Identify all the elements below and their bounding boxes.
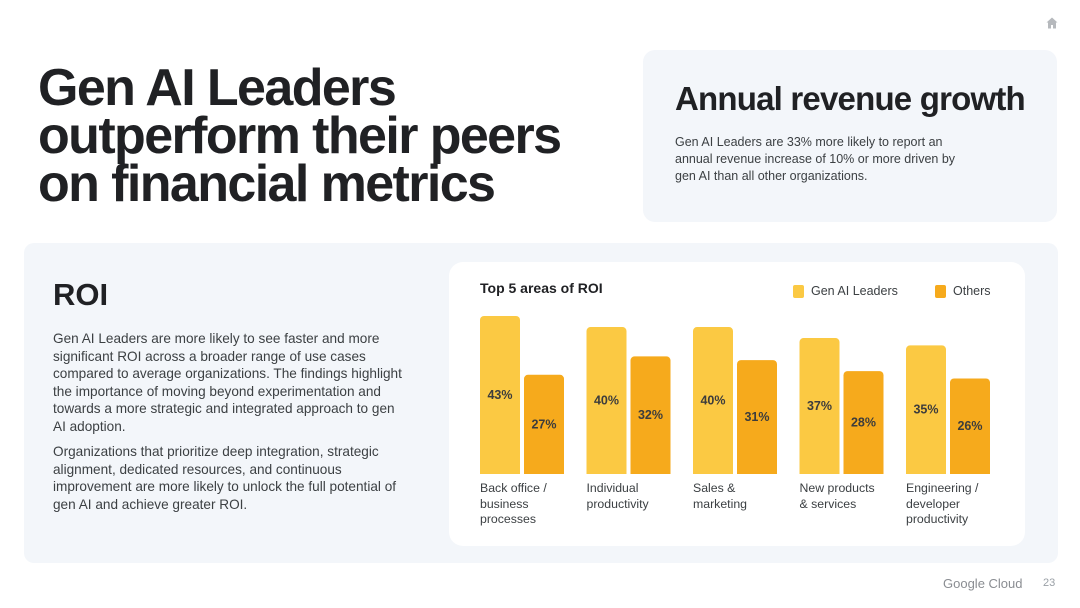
title-line-3: on financial metrics [38, 155, 496, 213]
category-label-1: Back office / business processes [480, 481, 547, 526]
bar-value-others-2: 32% [638, 408, 663, 422]
bar-others-2 [630, 356, 671, 474]
bar-others-5 [950, 378, 990, 474]
category-label-3: Sales & marketing [693, 481, 747, 511]
bar-value-gen-ai-leaders-2: 40% [594, 394, 619, 408]
category-label-4: New products & services [799, 481, 875, 511]
page-number: 23 [1043, 577, 1056, 589]
roi-title: ROI [53, 277, 109, 312]
bar-gen-ai-leaders-1 [480, 316, 520, 474]
revenue-growth-title: Annual revenue growth [675, 80, 1026, 117]
roi-bar-chart: 43% 27% 40% 32% 40% 31% 37% 28% 35% 26% [480, 316, 990, 474]
home-icon[interactable] [1045, 16, 1059, 30]
category-label-5: Engineering / developer productivity [906, 481, 979, 526]
bar-value-others-4: 28% [851, 416, 876, 430]
page-title: Gen AI Leaders outperform their peers on… [38, 59, 638, 213]
legend-label-others: Others [953, 284, 991, 298]
google-cloud-logo: Google Cloud [943, 576, 1023, 591]
bar-value-gen-ai-leaders-4: 37% [807, 399, 832, 413]
bar-others-3 [737, 360, 777, 474]
bar-gen-ai-leaders-5 [906, 345, 946, 474]
legend-item-gen-ai-leaders: Gen AI Leaders [793, 284, 898, 298]
title-line-1: Gen AI Leaders [38, 59, 397, 117]
bar-value-gen-ai-leaders-5: 35% [913, 403, 938, 417]
revenue-growth-card: Annual revenue growth Gen AI Leaders are… [643, 50, 1057, 222]
legend-swatch-gen-ai-leaders [793, 284, 804, 298]
legend-swatch-others [935, 284, 946, 298]
bar-value-others-1: 27% [531, 417, 556, 431]
revenue-growth-text: Gen AI Leaders are 33% more likely to re… [675, 135, 956, 183]
roi-paragraph-1: Gen AI Leaders are more likely to see fa… [53, 331, 402, 434]
category-label-2: Individual productivity [586, 481, 649, 511]
legend-item-others: Others [935, 284, 991, 298]
bar-gen-ai-leaders-4 [799, 338, 840, 474]
bar-value-gen-ai-leaders-3: 40% [700, 394, 725, 408]
bar-gen-ai-leaders-2 [586, 327, 627, 474]
chart-title: Top 5 areas of ROI [480, 280, 603, 296]
bar-value-others-5: 26% [957, 419, 982, 433]
bar-value-gen-ai-leaders-1: 43% [487, 388, 512, 402]
roi-paragraph-2: Organizations that prioritize deep integ… [53, 444, 397, 512]
title-line-2: outperform their peers [38, 107, 562, 165]
bar-others-4 [843, 371, 884, 474]
bar-gen-ai-leaders-3 [693, 327, 733, 474]
bar-others-1 [524, 374, 564, 474]
legend-label-gen-ai-leaders: Gen AI Leaders [811, 284, 898, 298]
bar-value-others-3: 31% [744, 410, 769, 424]
roi-chart-card: Top 5 areas of ROI Gen AI Leaders Others… [449, 262, 1025, 546]
